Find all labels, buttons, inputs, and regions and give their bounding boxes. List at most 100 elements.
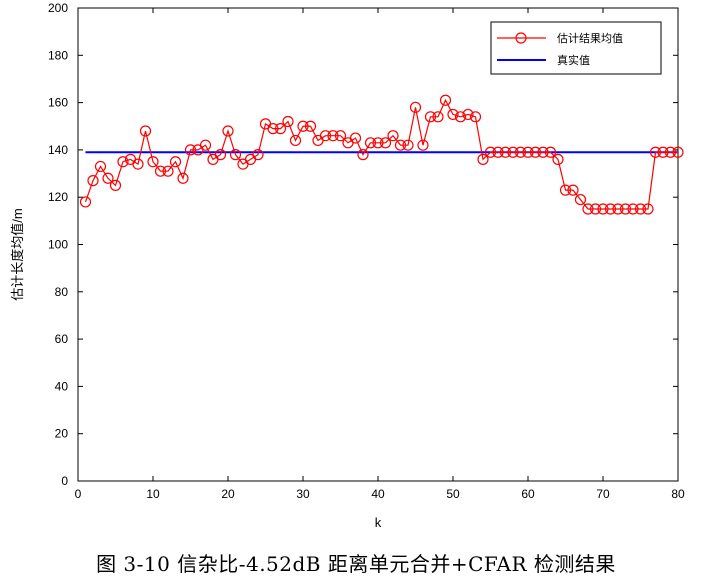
series-estimate-point <box>357 149 369 161</box>
series-estimate-point <box>184 144 197 156</box>
series-estimate-point <box>274 123 287 135</box>
series-estimate-point <box>139 125 152 137</box>
series-estimate-point <box>282 115 294 128</box>
y-tick-label: 60 <box>55 332 69 346</box>
series-estimate-point <box>289 134 302 147</box>
x-tick-label: 40 <box>371 487 385 501</box>
series-estimate-point <box>589 203 602 215</box>
x-tick-label: 70 <box>596 487 610 501</box>
series-estimate-point <box>432 111 444 123</box>
series-estimate-point <box>469 111 482 123</box>
series-estimate-point <box>169 156 182 168</box>
x-tick-label: 20 <box>221 487 235 501</box>
legend-box <box>490 21 662 75</box>
figure-caption: 图 3-10 信杂比-4.52dB 距离单元合并+CFAR 检测结果 <box>96 552 616 576</box>
series-estimate-point <box>132 158 144 170</box>
series-estimate-line <box>84 98 678 210</box>
series-estimate-point <box>582 203 594 215</box>
series-estimate-point <box>612 203 624 215</box>
series-estimate-point <box>417 139 429 151</box>
series-estimate-point <box>507 146 519 158</box>
plot-frame <box>77 7 679 482</box>
series-estimate-point <box>199 139 212 151</box>
series-estimate-point <box>117 156 129 168</box>
series-estimate-point <box>252 149 264 161</box>
series-estimate-point <box>109 179 122 191</box>
series-estimate-point <box>387 130 399 142</box>
x-axis-label: k <box>375 515 382 530</box>
y-tick-label: 80 <box>55 285 69 299</box>
y-tick-label: 120 <box>48 190 68 204</box>
y-tick-label: 180 <box>48 48 68 62</box>
x-tick-label: 0 <box>75 487 82 501</box>
series-estimate-point <box>484 146 497 158</box>
series-estimate-point <box>649 146 662 158</box>
series-estimate-point <box>79 196 92 208</box>
series-estimate-point <box>492 146 504 158</box>
series-estimate-point <box>642 203 654 215</box>
series-estimate-point <box>567 184 579 196</box>
series-estimate-point <box>379 137 392 149</box>
series-estimate-point <box>297 120 309 132</box>
series-estimate-point <box>544 146 557 158</box>
series-estimate-point <box>514 146 527 158</box>
series-estimate-point <box>672 146 684 158</box>
series-estimate-point <box>499 146 512 158</box>
series-estimate-point <box>327 130 339 142</box>
series-estimate-point <box>552 153 564 165</box>
series-estimate-point <box>574 193 587 206</box>
series-estimate-point <box>94 160 107 173</box>
y-tick-label: 140 <box>48 143 68 157</box>
series-estimate-point <box>177 172 189 184</box>
series-estimate-point <box>462 108 474 121</box>
x-tick-label: 50 <box>446 487 460 501</box>
series-estimate-point <box>364 137 377 149</box>
series-estimate-point <box>334 130 347 142</box>
series-estimate-point <box>634 203 647 215</box>
series-estimate-point <box>214 149 227 161</box>
series-estimate-point <box>597 203 609 215</box>
series-estimate-point <box>162 165 174 177</box>
series-estimate-point <box>147 156 159 168</box>
series-estimate-point <box>477 153 489 165</box>
series-estimate-point <box>447 108 459 121</box>
y-tick-label: 200 <box>48 1 68 15</box>
x-tick-label: 10 <box>146 487 160 501</box>
series-estimate-point <box>267 123 279 135</box>
legend-true-value-label: 真实值 <box>557 53 590 67</box>
series-estimate-point <box>559 184 572 196</box>
series-estimate-point <box>424 111 437 123</box>
series-estimate-point <box>619 203 632 215</box>
x-tick-label: 80 <box>671 487 685 501</box>
chart: 0 10 20 30 40 50 60 70 80 0 20 40 60 80 100 120 140 160 18… <box>10 1 685 530</box>
series-estimate-point <box>349 132 362 144</box>
series-estimate-point <box>87 175 99 187</box>
y-axis-label: 估计长度均值/m <box>10 208 25 300</box>
y-tick-label: 20 <box>55 427 69 441</box>
series-estimate-point <box>319 130 332 142</box>
y-tick-label: 160 <box>48 96 68 110</box>
series-estimate-point <box>402 139 414 151</box>
series-estimate-point <box>222 125 234 137</box>
series-estimate-point <box>394 139 407 151</box>
y-tick-label: 0 <box>61 474 68 488</box>
series-estimate-point <box>664 146 677 158</box>
series-estimate-point <box>102 172 114 184</box>
series-estimate-point <box>522 146 534 158</box>
series-estimate-point <box>537 146 549 158</box>
legend-estimate-marker <box>515 32 527 44</box>
x-tick-label: 60 <box>521 487 535 501</box>
series-estimate-point <box>627 203 639 215</box>
series-estimate-point <box>304 120 317 132</box>
legend-estimate-label: 估计结果均值 <box>557 32 623 45</box>
series-estimate-point <box>454 111 467 123</box>
x-tick-label: 30 <box>296 487 310 501</box>
y-tick-label: 40 <box>55 379 69 393</box>
series-estimate-point <box>529 146 542 158</box>
series-estimate-point <box>229 149 242 161</box>
series-estimate-point <box>409 101 422 113</box>
y-tick-label: 100 <box>48 238 68 252</box>
series-estimate-point <box>604 203 617 215</box>
series-estimate-point <box>372 137 384 149</box>
